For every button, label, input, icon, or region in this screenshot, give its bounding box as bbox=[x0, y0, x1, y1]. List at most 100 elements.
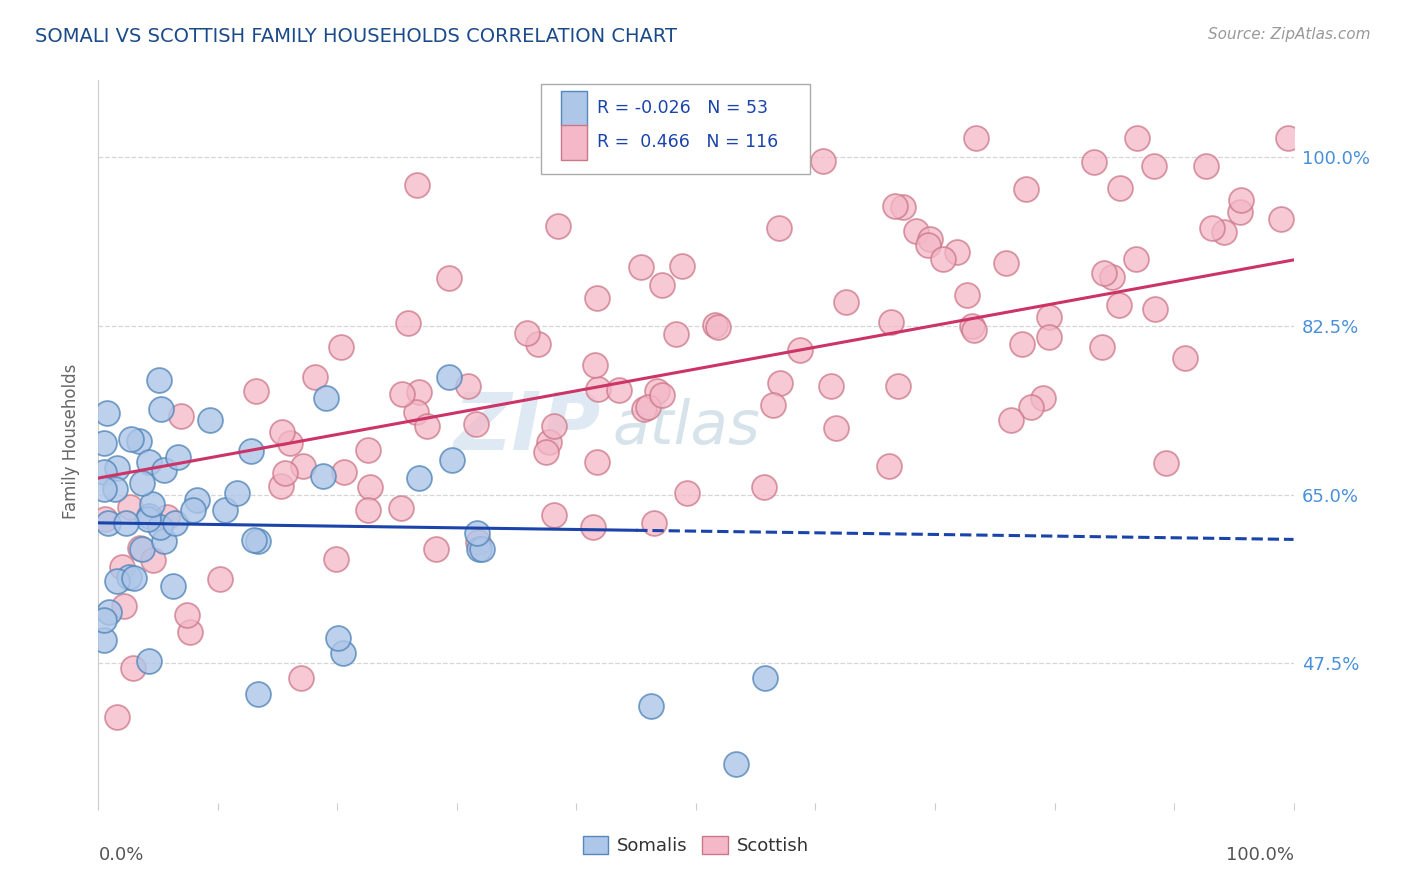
Point bbox=[585, 455, 607, 469]
Point bbox=[138, 654, 160, 668]
Point bbox=[671, 259, 693, 273]
Point bbox=[93, 465, 115, 479]
FancyBboxPatch shape bbox=[561, 91, 588, 126]
Point bbox=[105, 574, 128, 589]
Point bbox=[1092, 266, 1115, 280]
Point bbox=[93, 512, 115, 526]
Text: ZIP: ZIP bbox=[453, 388, 600, 467]
Point bbox=[138, 509, 160, 524]
Point bbox=[128, 434, 150, 449]
Point bbox=[835, 295, 858, 310]
Point bbox=[93, 632, 115, 647]
Point bbox=[1125, 252, 1147, 267]
Point bbox=[179, 624, 201, 639]
Point bbox=[465, 417, 488, 431]
Point bbox=[117, 570, 139, 584]
Point bbox=[136, 511, 159, 525]
Point bbox=[527, 337, 550, 351]
Point bbox=[166, 450, 188, 465]
Text: Source: ZipAtlas.com: Source: ZipAtlas.com bbox=[1208, 27, 1371, 42]
Text: R =  0.466   N = 116: R = 0.466 N = 116 bbox=[596, 134, 778, 152]
Point bbox=[516, 326, 538, 340]
Point bbox=[278, 435, 301, 450]
Point bbox=[918, 232, 941, 246]
Point bbox=[963, 323, 986, 337]
Point bbox=[703, 318, 725, 333]
Point bbox=[1195, 159, 1218, 173]
Point bbox=[332, 465, 354, 479]
Point bbox=[1083, 154, 1105, 169]
Point bbox=[1201, 220, 1223, 235]
Point bbox=[932, 252, 955, 267]
Point bbox=[468, 542, 491, 557]
Point bbox=[582, 520, 605, 534]
Point bbox=[583, 358, 606, 372]
Point bbox=[811, 154, 834, 169]
Point bbox=[877, 458, 900, 473]
Point bbox=[965, 131, 987, 145]
Point bbox=[956, 288, 979, 302]
Point bbox=[93, 483, 115, 497]
Point bbox=[586, 292, 609, 306]
Point bbox=[112, 599, 135, 613]
Point bbox=[630, 260, 652, 274]
Point bbox=[186, 493, 208, 508]
Point bbox=[569, 152, 592, 166]
Point bbox=[1174, 351, 1197, 365]
Point bbox=[209, 572, 232, 586]
Point bbox=[754, 671, 776, 685]
Point bbox=[1101, 270, 1123, 285]
Point bbox=[891, 200, 914, 214]
Point bbox=[457, 379, 479, 393]
Point bbox=[762, 398, 785, 412]
Point bbox=[665, 327, 688, 342]
Point bbox=[122, 571, 145, 585]
Point bbox=[153, 533, 176, 548]
Point bbox=[534, 445, 557, 459]
Point bbox=[946, 244, 969, 259]
Point bbox=[247, 687, 270, 701]
Point bbox=[1032, 391, 1054, 405]
Point bbox=[120, 432, 142, 446]
Point bbox=[138, 455, 160, 469]
Point bbox=[181, 502, 204, 516]
Point bbox=[640, 699, 662, 714]
Point bbox=[820, 379, 842, 393]
Point bbox=[239, 444, 262, 458]
Point bbox=[643, 516, 665, 530]
Point bbox=[149, 520, 172, 534]
Point bbox=[292, 458, 315, 473]
Point bbox=[325, 551, 347, 566]
Point bbox=[93, 613, 115, 627]
Legend: Somalis, Scottish: Somalis, Scottish bbox=[576, 829, 815, 863]
Point bbox=[391, 387, 413, 401]
Point bbox=[651, 388, 673, 402]
Point bbox=[1230, 194, 1253, 208]
Point bbox=[104, 482, 127, 496]
Text: atlas: atlas bbox=[613, 398, 761, 457]
Point bbox=[105, 461, 128, 475]
Point bbox=[357, 443, 380, 458]
Point bbox=[645, 384, 668, 398]
Point bbox=[1213, 225, 1236, 239]
Point bbox=[782, 134, 804, 148]
Point bbox=[1091, 340, 1114, 354]
Point bbox=[243, 533, 266, 547]
Point bbox=[245, 384, 267, 398]
Point bbox=[131, 475, 153, 490]
Point bbox=[960, 318, 983, 333]
Point bbox=[437, 370, 460, 384]
Point bbox=[405, 405, 427, 419]
Point bbox=[357, 503, 380, 517]
Point bbox=[326, 631, 349, 645]
Point bbox=[111, 559, 134, 574]
Point bbox=[408, 471, 430, 485]
Point bbox=[884, 199, 907, 213]
Point bbox=[304, 369, 326, 384]
Point bbox=[131, 542, 153, 557]
Point bbox=[200, 413, 222, 427]
Point bbox=[588, 382, 610, 396]
Point bbox=[1109, 180, 1132, 194]
Point bbox=[1229, 205, 1251, 219]
Y-axis label: Family Households: Family Households bbox=[62, 364, 80, 519]
